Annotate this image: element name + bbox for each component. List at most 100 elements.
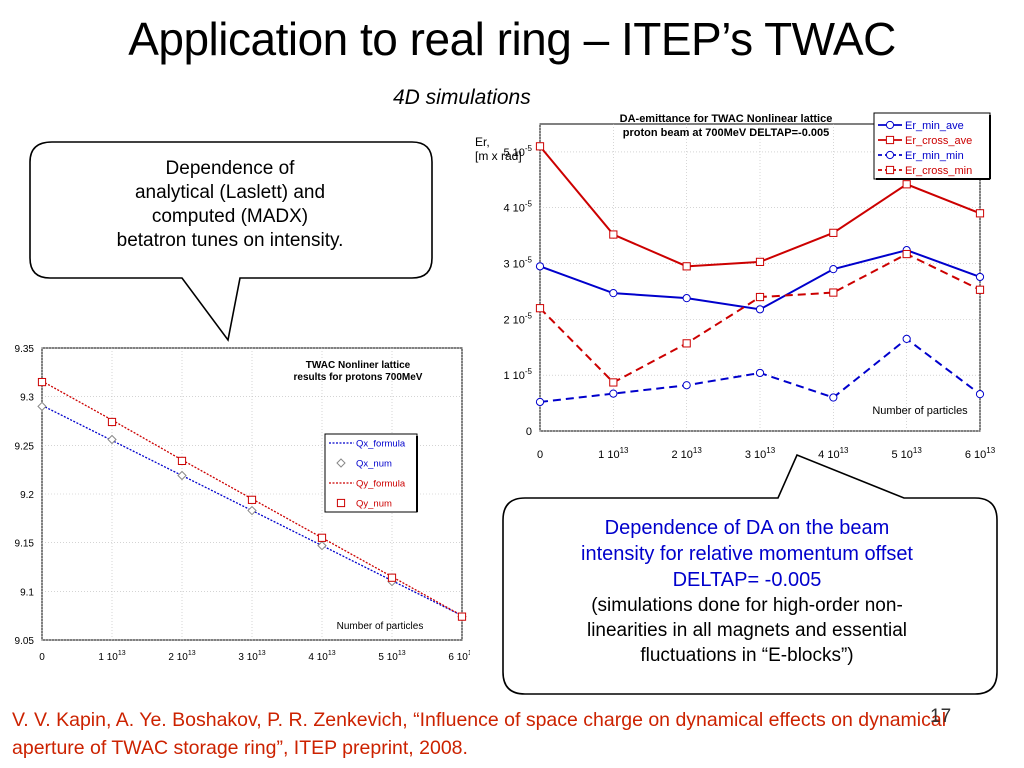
y-tick-label: 9.35	[15, 344, 35, 355]
legend-label: Qy_formula	[356, 479, 406, 490]
data-point	[535, 142, 545, 151]
callout-right-text: Dependence of DA on the beam intensity f…	[514, 515, 980, 668]
legend-label: Er_min_ave	[905, 120, 964, 132]
legend: Er_min_ave Er_cross_ave Er_min_min Er_cross…	[873, 112, 991, 180]
data-point	[535, 397, 545, 407]
x-tick-label: 1 1013	[598, 446, 629, 461]
data-point	[535, 304, 545, 313]
data-point	[755, 305, 765, 314]
legend-label: Qy_num	[356, 499, 392, 510]
data-point	[682, 262, 691, 271]
legend-label: Er_cross_ave	[905, 135, 972, 147]
y-tick-label: 1 10-5	[503, 367, 532, 382]
x-tick-label: 2 1013	[672, 446, 703, 461]
series-Er_min_min	[535, 334, 985, 407]
data-point	[682, 294, 691, 303]
callout-right-blue-line: intensity for relative momentum offset	[581, 543, 913, 565]
y-tick-label: 9.25	[15, 441, 35, 452]
data-point	[975, 285, 985, 294]
data-point	[107, 434, 117, 445]
data-point	[177, 456, 187, 466]
y-tick-label: 9.2	[20, 490, 34, 501]
legend-swatch	[336, 458, 346, 468]
legend-label: Er_cross_min	[905, 165, 972, 177]
data-point	[247, 505, 257, 516]
y-tick-label: 2 10-5	[503, 311, 532, 326]
chart-title: results for protons 700MeV	[294, 372, 423, 383]
data-point	[902, 180, 911, 189]
legend-swatch	[336, 498, 346, 508]
legend-label: Qx_formula	[356, 439, 406, 450]
data-point	[829, 288, 838, 297]
x-axis-label: Number of particles	[337, 621, 424, 632]
data-point	[609, 389, 618, 398]
y-tick-label: 9.1	[20, 587, 34, 598]
x-axis-label: Number of particles	[872, 405, 968, 417]
callout-right-black-line: linearities in all magnets and essential	[586, 620, 907, 641]
callout-left-line: betatron tunes on intensity.	[116, 230, 344, 251]
data-point	[247, 495, 257, 504]
page-number: 17	[930, 706, 952, 727]
x-tick-label: 4 1013	[818, 446, 849, 461]
chart-title: DA-emittance for TWAC Nonlinear lattice	[620, 113, 833, 125]
callout-left-line: computed (MADX)	[151, 206, 309, 227]
x-tick-label: 1 1013	[98, 650, 125, 663]
y-tick-label: 9.3	[20, 393, 34, 404]
x-tick-label: 3 1013	[238, 650, 265, 663]
callout-left-line: Dependence of	[165, 158, 295, 179]
x-tick-label: 3 1013	[745, 446, 776, 461]
x-tick-label: 6 1013	[965, 446, 996, 461]
data-point	[535, 262, 545, 271]
data-point	[37, 377, 47, 387]
y-tick-label: 0	[526, 426, 532, 438]
y-axis-label: [m x rad]	[475, 149, 522, 163]
series-Er_cross_ave	[535, 142, 985, 271]
data-point	[975, 272, 985, 282]
data-point	[975, 209, 985, 218]
callout-left-shape	[29, 141, 433, 342]
data-point	[829, 265, 838, 274]
legend: Qx_formula Qx_num Qy_formula Qy_num	[324, 433, 418, 513]
series-Er_cross_min	[535, 249, 985, 387]
slide-title: Application to real ring – ITEP’s TWAC	[128, 13, 896, 65]
data-point	[829, 228, 838, 237]
callout-right-black-line: (simulations done for high-order non-	[591, 595, 903, 616]
data-point	[829, 393, 838, 402]
data-point	[387, 573, 397, 582]
data-point	[317, 540, 327, 551]
series-Qy_num	[37, 377, 467, 621]
callout-left-line: analytical (Laslett) and	[134, 182, 326, 203]
x-tick-label: 5 1013	[892, 446, 923, 461]
y-tick-label: 9.15	[15, 539, 35, 550]
x-tick-label: 6 1013	[448, 650, 470, 663]
data-point	[682, 339, 691, 348]
data-point	[177, 470, 187, 481]
data-point	[609, 230, 618, 239]
legend-marker	[885, 150, 895, 160]
legend-label: Qx_num	[356, 459, 392, 470]
data-point	[609, 378, 618, 387]
tune-chart: 0 1 1013 2 1013 3 1013 4 1013 5 1013 6 1013 9.0…	[15, 344, 470, 663]
y-tick-label: 3 10-5	[503, 256, 532, 271]
callout-right-blue-line: DELTAP= -0.005	[672, 569, 822, 591]
x-tick-label: 5 1013	[378, 650, 405, 663]
legend-marker	[885, 165, 895, 175]
data-point	[755, 368, 765, 378]
data-point	[755, 257, 765, 266]
data-point	[609, 289, 618, 298]
x-tick-label: 4 1013	[308, 650, 335, 663]
chart-title: proton beam at 700MeV DELTAP=-0.005	[623, 127, 830, 139]
data-point	[317, 533, 327, 542]
legend-marker	[885, 120, 895, 130]
da-emittance-chart: 0 1 1013 2 1013 3 1013 4 1013 5 1013 6 1013 0 1 …	[475, 112, 996, 461]
y-tick-label: 9.05	[15, 636, 35, 647]
data-point	[37, 401, 47, 412]
callout-left-text: Dependence of analytical (Laslett) and c…	[60, 157, 400, 253]
legend-label: Er_min_min	[905, 150, 964, 162]
callout-right-shape	[502, 453, 998, 695]
data-point	[975, 390, 985, 399]
y-tick-label: 4 10-5	[503, 200, 532, 215]
slide-subtitle: 4D simulations	[393, 86, 531, 109]
data-point	[902, 249, 911, 259]
